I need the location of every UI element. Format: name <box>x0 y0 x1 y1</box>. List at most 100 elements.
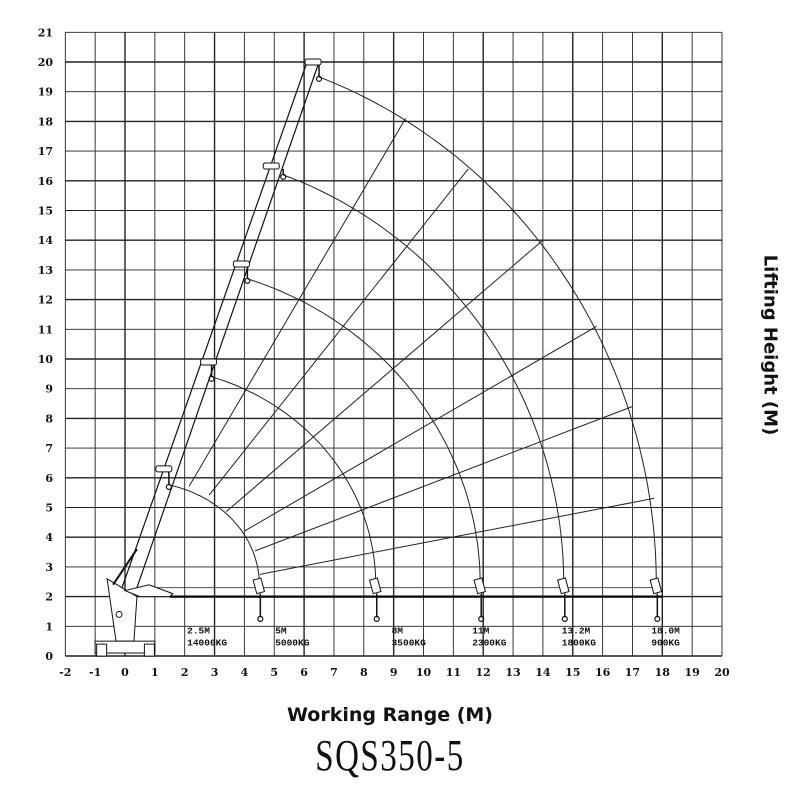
y-tick-label: 9 <box>45 383 53 396</box>
load-radius-label: 2.5M <box>187 626 210 637</box>
load-weight-label: 2300KG <box>472 638 507 649</box>
radial-line <box>244 325 597 532</box>
x-tick-label: 9 <box>390 666 398 679</box>
y-tick-label: 19 <box>38 86 53 99</box>
hook-icon <box>244 277 251 284</box>
y-tick-label: 11 <box>38 323 53 336</box>
x-axis-title: Working Range (M) <box>287 704 493 726</box>
x-tick-label: 12 <box>476 666 491 679</box>
y-tick-label: 21 <box>38 26 53 39</box>
y-tick-label: 7 <box>45 442 53 455</box>
radial-line <box>259 497 655 575</box>
x-tick-label: 17 <box>625 666 640 679</box>
x-tick-label: 3 <box>211 666 219 679</box>
hook-icon <box>257 615 264 622</box>
load-radius-label: 11M <box>472 626 489 637</box>
x-tick-label: 2 <box>181 666 189 679</box>
hook-icon <box>373 615 380 622</box>
y-tick-label: 15 <box>38 205 53 218</box>
crane-truck-base <box>94 548 174 657</box>
load-radius-label: 13.2M <box>562 626 591 637</box>
working-arc <box>283 174 565 585</box>
y-tick-label: 10 <box>38 353 54 366</box>
y-tick-label: 1 <box>45 620 53 633</box>
x-tick-label: 18 <box>655 666 671 679</box>
hook-icon <box>208 375 215 382</box>
x-tick-label: 4 <box>241 666 249 679</box>
x-tick-label: 7 <box>330 666 338 679</box>
boom-head <box>232 260 250 268</box>
hook-block <box>368 577 382 595</box>
hook-icon <box>280 173 287 180</box>
crane-arm <box>123 584 174 598</box>
hook-icon <box>315 75 323 82</box>
hook-icon <box>478 615 485 622</box>
hook-block <box>473 577 487 595</box>
lift-cylinder <box>112 548 138 586</box>
outrigger-foot <box>96 643 108 657</box>
x-tick-label: 5 <box>270 666 278 679</box>
working-arc <box>247 278 481 585</box>
load-weight-label: 3500KG <box>392 638 427 649</box>
working-arc <box>168 484 260 585</box>
radial-line <box>208 168 469 496</box>
y-tick-label: 12 <box>38 294 53 307</box>
crane-pivot <box>115 610 123 618</box>
radial-line <box>225 239 544 513</box>
crane-column <box>106 577 138 642</box>
load-weight-label: 900KG <box>651 638 680 649</box>
outrigger-foot <box>143 643 155 657</box>
y-tick-label: 2 <box>45 591 53 604</box>
hook-block <box>252 577 266 595</box>
load-weight-label: 14000KG <box>187 638 227 649</box>
load-weight-label: 1800KG <box>562 638 597 649</box>
x-tick-label: 16 <box>595 666 611 679</box>
y-tick-label: 16 <box>38 175 54 188</box>
hook-icon <box>654 615 661 622</box>
x-tick-label: -2 <box>59 666 71 679</box>
y-tick-label: 20 <box>38 56 54 69</box>
working-arc <box>318 76 657 585</box>
x-tick-label: 8 <box>360 666 368 679</box>
x-tick-label: 11 <box>446 666 461 679</box>
hook-icon <box>165 483 172 491</box>
y-axis-title: Lifting Height (M) <box>759 254 781 436</box>
load-radius-label: 5M <box>275 626 287 637</box>
radial-line <box>254 406 633 552</box>
load-weight-label: 5000KG <box>275 638 310 649</box>
y-tick-label: 5 <box>45 502 53 515</box>
x-tick-label: 10 <box>416 666 432 679</box>
boom-head <box>200 358 218 366</box>
x-tick-label: -1 <box>89 666 101 679</box>
y-tick-label: 17 <box>38 145 53 158</box>
x-tick-label: 0 <box>121 666 129 679</box>
y-tick-label: 8 <box>45 412 53 425</box>
y-tick-label: 4 <box>45 531 53 544</box>
y-tick-label: 6 <box>45 472 53 485</box>
boom-head <box>304 58 322 66</box>
hook-block <box>649 577 663 595</box>
working-arc <box>211 376 377 585</box>
y-tick-label: 14 <box>38 234 54 247</box>
boom-outline <box>121 61 308 588</box>
radial-line <box>188 118 407 487</box>
y-tick-label: 0 <box>45 650 53 663</box>
y-tick-label: 18 <box>38 115 54 128</box>
y-tick-label: 13 <box>38 264 53 277</box>
x-tick-label: 1 <box>151 666 159 679</box>
x-tick-label: 19 <box>684 666 699 679</box>
x-tick-label: 15 <box>565 666 580 679</box>
load-radius-label: 18.0M <box>651 626 680 637</box>
hook-icon <box>561 615 568 622</box>
load-radius-label: 8M <box>392 626 404 637</box>
x-tick-label: 13 <box>505 666 520 679</box>
boom-head <box>155 465 173 473</box>
boom-outline <box>136 61 320 588</box>
model-name: SQS350-5 <box>315 731 465 780</box>
hook-block <box>557 577 570 595</box>
x-tick-label: 20 <box>714 666 730 679</box>
x-tick-label: 14 <box>535 666 551 679</box>
x-tick-label: 6 <box>300 666 308 679</box>
boom-head <box>262 162 280 170</box>
